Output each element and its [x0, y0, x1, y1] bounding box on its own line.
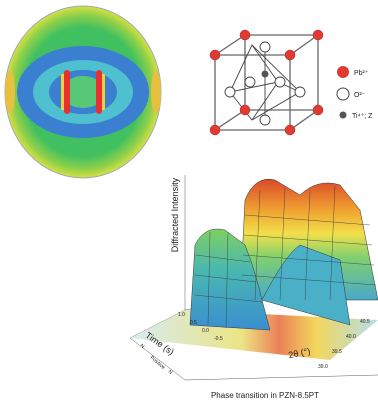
legend-marker: [340, 112, 347, 119]
field-label: Positive: [149, 355, 166, 371]
unit-cell: [210, 30, 323, 135]
legend-label: Pb²⁺: [354, 70, 369, 77]
two-theta-tick-label: 39.5: [332, 349, 342, 355]
legend-label: O²⁻: [354, 92, 366, 99]
two-theta-tick-label: 39.0: [318, 364, 328, 370]
two-theta-tick-label: 40.5: [360, 319, 370, 325]
surface-plot: Diffracted Intensity Time (s) 2θ (°) 1.0…: [130, 175, 378, 380]
pole-figure: [5, 6, 161, 178]
time-tick-label: -0.5: [214, 336, 223, 342]
legend: Pb²⁺ O²⁻ Ti⁴⁺; Z: [337, 66, 373, 120]
time-tick-label: 1.0: [178, 312, 185, 318]
legend-label: Ti⁴⁺; Z: [352, 113, 373, 120]
time-tick-label: 0.5: [190, 320, 197, 326]
two-theta-tick-label: 40.0: [346, 334, 356, 340]
caption: Phase transition in PZN-8.5PT: [211, 391, 319, 400]
figure: Pb²⁺ O²⁻ Ti⁴⁺; Z Diffracted Intensity Ti…: [0, 0, 378, 405]
time-tick-label: 0.0: [202, 328, 209, 334]
field-label: N: [167, 369, 174, 376]
legend-marker: [337, 88, 349, 100]
z-axis-label: Diffracted Intensity: [170, 177, 180, 252]
legend-marker: [337, 66, 349, 78]
